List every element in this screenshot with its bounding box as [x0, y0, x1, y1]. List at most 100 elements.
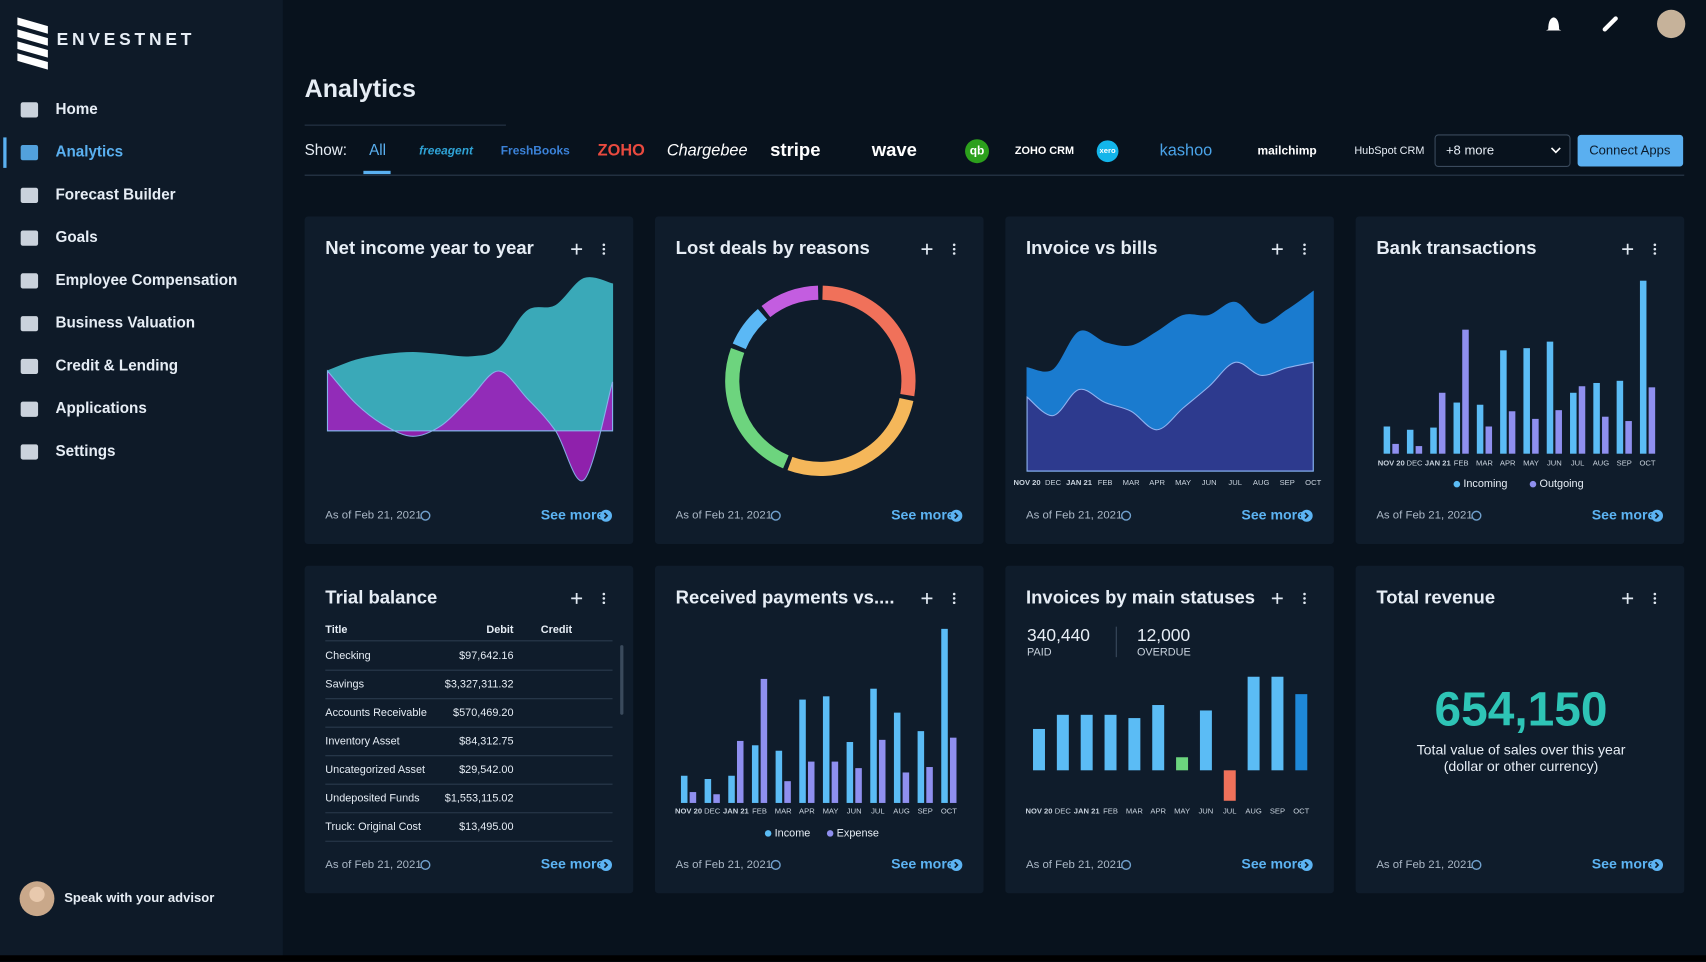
nav-icon: [20, 187, 39, 204]
menu-dot[interactable]: [1303, 247, 1306, 251]
app-tab[interactable]: mailchimp: [1258, 143, 1317, 157]
nav-item[interactable]: Business Valuation: [20, 315, 195, 332]
menu-dot[interactable]: [952, 592, 956, 596]
bar: [1438, 392, 1446, 454]
menu-dot[interactable]: [952, 601, 956, 605]
bar: [1616, 380, 1624, 454]
app-tab[interactable]: freeagent: [419, 143, 474, 157]
app-tab-label: HubSpot CRM: [1354, 145, 1424, 157]
widget-card: Total revenue 654,150 Total value of sales…: [1355, 565, 1685, 894]
app-tab[interactable]: HubSpot CRM: [1354, 145, 1424, 157]
menu-dot[interactable]: [1653, 247, 1657, 251]
app-tab[interactable]: ZOHO: [598, 142, 645, 160]
refresh-icon[interactable]: [420, 510, 431, 521]
move-icon[interactable]: [571, 243, 583, 255]
menu-dot[interactable]: [1303, 592, 1306, 596]
menu-dot[interactable]: [1653, 252, 1657, 255]
widget-card: Bank transactions NOV 20 DEC JAN 21 FEB MAR AP…: [1355, 216, 1685, 544]
app-tab[interactable]: FreshBooks: [501, 143, 570, 157]
app-tab[interactable]: qb: [965, 139, 989, 164]
advisor-link[interactable]: Speak with your advisor: [64, 890, 214, 905]
see-more-link[interactable]: See more: [541, 506, 605, 522]
stat-value: 340,440: [1027, 625, 1090, 645]
refresh-icon[interactable]: [1471, 510, 1482, 521]
app-tab-label: wave: [871, 139, 917, 160]
refresh-icon[interactable]: [1121, 859, 1132, 871]
menu-dot[interactable]: [602, 252, 606, 255]
nav-item[interactable]: Goals: [20, 229, 98, 246]
see-more-link[interactable]: See more: [891, 506, 955, 522]
link-icon[interactable]: [1602, 16, 1618, 32]
menu-dot[interactable]: [602, 601, 606, 605]
menu-dot[interactable]: [1303, 252, 1306, 255]
app-tab[interactable]: ZOHO CRM: [1015, 145, 1074, 157]
connect-button[interactable]: [1577, 134, 1684, 167]
app-tab[interactable]: stripe: [770, 139, 820, 160]
menu-dot[interactable]: [1303, 243, 1306, 247]
widget-card: Invoice vs bills NOV 20 DEC JAN 21 FEB MAR APR…: [1005, 216, 1334, 544]
nav-item[interactable]: Analytics: [3, 137, 123, 168]
menu-dot[interactable]: [1653, 597, 1657, 600]
move-icon[interactable]: [571, 592, 583, 604]
as-of-date: As of Feb 21, 2021: [325, 859, 421, 871]
menu-dot[interactable]: [602, 592, 606, 596]
menu-dot[interactable]: [1303, 597, 1306, 600]
refresh-icon[interactable]: [1121, 510, 1132, 521]
nav-active-bar: [3, 137, 7, 168]
nav-item[interactable]: Credit & Lending: [20, 357, 178, 374]
menu-dot[interactable]: [952, 597, 956, 600]
menu-dot[interactable]: [952, 243, 956, 247]
move-icon[interactable]: [1622, 243, 1634, 255]
move-icon[interactable]: [1622, 592, 1634, 604]
x-tick-label: NOV 20: [1025, 807, 1052, 816]
nav-item[interactable]: Forecast Builder: [20, 186, 176, 204]
app-tab[interactable]: All: [363, 142, 391, 175]
menu-dot[interactable]: [952, 252, 956, 255]
app-tab[interactable]: wave: [871, 139, 917, 160]
more-dropdown[interactable]: [1434, 134, 1571, 168]
user-avatar[interactable]: [1657, 9, 1686, 39]
app-tab[interactable]: Chargebee: [667, 142, 748, 160]
nav-item[interactable]: Settings: [20, 443, 116, 460]
see-more-link[interactable]: See more: [1241, 506, 1305, 522]
nav-item[interactable]: Applications: [20, 400, 147, 417]
menu-dot[interactable]: [602, 597, 606, 600]
refresh-icon[interactable]: [770, 859, 781, 871]
see-more-link[interactable]: See more: [1592, 506, 1656, 522]
see-more-link[interactable]: See more: [1241, 856, 1305, 872]
nav-label: Home: [55, 101, 97, 118]
x-tick-label: JUL: [1228, 478, 1242, 487]
nav-item[interactable]: Employee Compensation: [20, 272, 238, 289]
refresh-icon[interactable]: [1471, 859, 1482, 871]
app-tab-label: ZOHO CRM: [1015, 145, 1074, 157]
tab-badge: [965, 139, 989, 164]
see-more-link[interactable]: See more: [891, 856, 955, 872]
refresh-icon[interactable]: [770, 510, 781, 521]
app-tab[interactable]: xero: [1096, 140, 1119, 163]
refresh-icon[interactable]: [420, 859, 431, 871]
move-icon[interactable]: [1271, 592, 1283, 604]
nav-icon: [20, 401, 39, 417]
more-dropdown-label: +8 more: [1446, 143, 1494, 158]
menu-dot[interactable]: [1653, 592, 1657, 596]
see-more-link[interactable]: See more: [541, 856, 605, 872]
logo-stripe: [17, 29, 48, 46]
as-of-date: As of Feb 21, 2021: [1376, 510, 1472, 522]
card-bg: [654, 565, 984, 894]
move-icon[interactable]: [1271, 243, 1283, 255]
move-icon[interactable]: [921, 592, 933, 604]
app-tab[interactable]: kashoo: [1160, 142, 1213, 160]
donut-segment: [732, 308, 768, 350]
menu-dot[interactable]: [602, 247, 606, 251]
menu-dot[interactable]: [1653, 243, 1657, 247]
menu-dot[interactable]: [1303, 601, 1306, 605]
menu-dot[interactable]: [952, 247, 956, 251]
x-tick-label: JUN: [1202, 478, 1217, 487]
menu-dot[interactable]: [1653, 601, 1657, 605]
legend-swatch: [1529, 480, 1537, 488]
nav-item[interactable]: Home: [20, 101, 98, 118]
menu-dot[interactable]: [602, 243, 606, 247]
bell-icon[interactable]: [1546, 17, 1562, 31]
move-icon[interactable]: [921, 243, 933, 255]
see-more-link[interactable]: See more: [1592, 856, 1656, 872]
